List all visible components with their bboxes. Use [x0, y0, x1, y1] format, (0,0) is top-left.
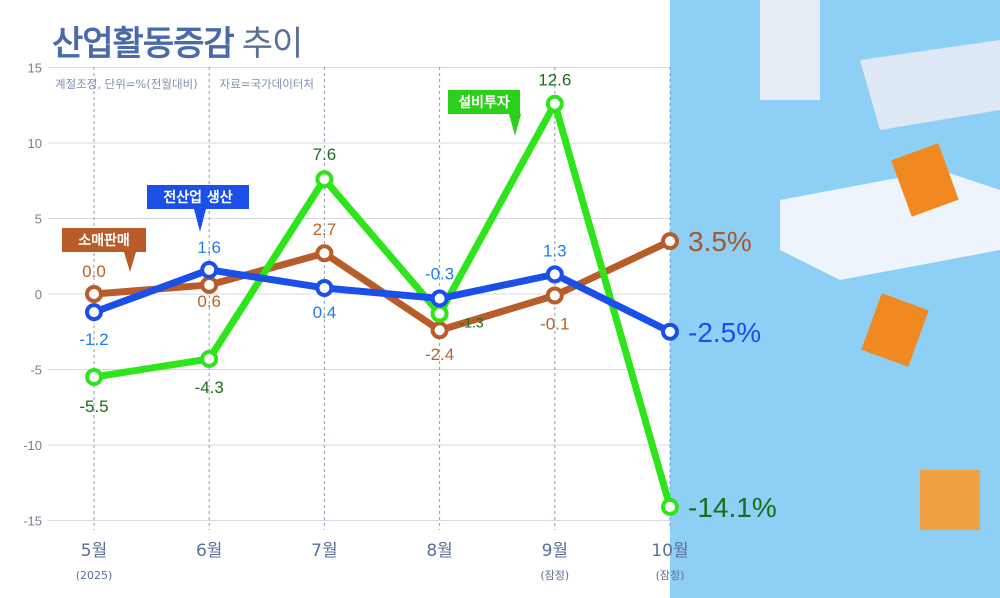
robot-arm-illustration: [861, 293, 929, 367]
legend-label: 소매판매: [78, 233, 130, 249]
data-point: [661, 322, 679, 341]
legend-label: 전산업 생산: [163, 189, 232, 206]
data-point: [200, 349, 219, 368]
data-label: 1.6: [197, 238, 221, 257]
y-tick-label: -10: [23, 438, 42, 453]
y-tick-label: 10: [28, 136, 42, 151]
y-tick-label: -15: [23, 514, 42, 529]
robot-arm-illustration: [891, 143, 959, 217]
data-label: -0.1: [540, 315, 569, 334]
data-point: [85, 368, 103, 387]
data-point: [661, 497, 679, 516]
data-label: 0.4: [313, 303, 337, 322]
data-point: [315, 278, 334, 297]
x-tick-note: (잠정): [656, 569, 685, 582]
chart-title: 산업활동증감 추이: [52, 16, 304, 65]
data-point: [430, 304, 449, 323]
data-point: [430, 321, 449, 340]
data-label: 1.3: [543, 241, 567, 260]
legend-callout: [147, 185, 249, 232]
data-point: [315, 170, 334, 189]
boxes-illustration: [920, 470, 980, 530]
chart-note: 계절조정, 단위=%(전월대비) 자료=국가데이터처: [55, 76, 336, 92]
x-tick-note: (2025): [76, 569, 113, 582]
conveyor-illustration: [860, 40, 1000, 130]
data-point: [85, 285, 103, 303]
legend-callout: [448, 90, 521, 136]
data-label: 0.0: [82, 262, 106, 281]
data-point: [315, 244, 334, 263]
data-point: [200, 260, 219, 279]
data-point: [430, 289, 449, 308]
y-tick-label: 5: [35, 212, 42, 227]
data-label: 0.6: [197, 292, 221, 311]
end-value-label: -2.5%: [688, 317, 761, 348]
unit-note: 계절조정, 단위=%(전월대비): [55, 77, 198, 91]
title-bold: 산업활동증감: [52, 24, 235, 64]
data-label: 12.6: [538, 71, 571, 90]
x-tick-label: 6월: [196, 541, 222, 561]
x-tick-label: 8월: [426, 541, 452, 561]
data-point: [85, 303, 103, 322]
x-tick-note: (잠정): [540, 569, 569, 582]
x-tick-label: 7월: [311, 541, 337, 561]
y-tick-label: 15: [28, 61, 42, 76]
x-tick-label: 9월: [542, 541, 568, 561]
data-label: -1.2: [79, 330, 108, 349]
machine-illustration: [760, 0, 820, 100]
data-point: [661, 232, 679, 251]
data-point: [545, 265, 564, 284]
y-tick-label: 0: [35, 287, 42, 302]
data-label: -2.4: [425, 345, 454, 364]
x-tick-label: 10월: [651, 541, 688, 561]
end-value-label: 3.5%: [688, 226, 752, 257]
data-label: 2.7: [313, 220, 337, 239]
source-note: 자료=국가데이터처: [219, 77, 314, 91]
data-point: [545, 286, 564, 305]
data-label: -1.3: [460, 315, 484, 331]
data-point: [200, 275, 219, 294]
legend-callout: [62, 228, 146, 272]
y-tick-label: -5: [30, 363, 42, 378]
x-tick-label: 5월: [81, 541, 107, 561]
series-line-1: [92, 266, 672, 335]
data-label: -4.3: [195, 378, 224, 397]
end-value-label: -14.1%: [688, 492, 777, 523]
data-label: 7.6: [313, 145, 337, 164]
data-label: -5.5: [79, 397, 108, 416]
legend-label: 설비투자: [458, 95, 510, 111]
data-point: [545, 94, 564, 113]
title-light: 추이: [241, 24, 304, 64]
data-label: -0.3: [425, 265, 454, 284]
series-line-2: [93, 100, 674, 508]
